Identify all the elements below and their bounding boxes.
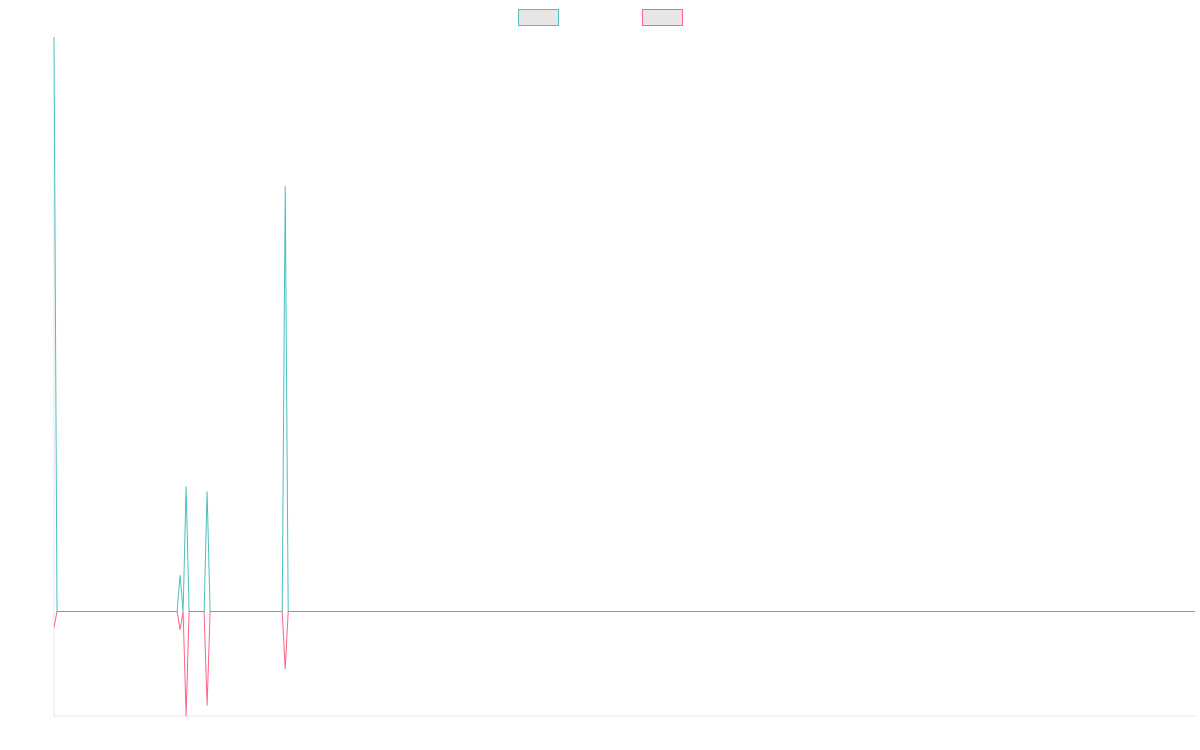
chart-series-layer bbox=[53, 36, 1195, 717]
series-line-2 bbox=[53, 611, 1195, 717]
legend-swatch-series-2[interactable] bbox=[642, 9, 683, 26]
chart-axes bbox=[53, 37, 1195, 717]
legend-swatch-series-1[interactable] bbox=[518, 9, 559, 26]
chart-legend[interactable] bbox=[518, 9, 683, 26]
series-line-1 bbox=[53, 36, 1195, 612]
